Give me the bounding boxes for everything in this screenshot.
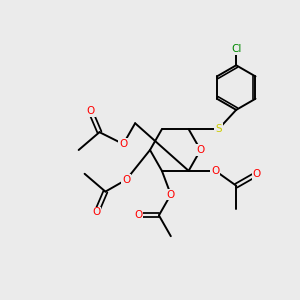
Text: O: O xyxy=(122,175,130,185)
Text: O: O xyxy=(211,166,220,176)
Text: O: O xyxy=(167,190,175,200)
Text: S: S xyxy=(215,124,222,134)
Text: O: O xyxy=(253,169,261,179)
Text: O: O xyxy=(86,106,95,116)
Text: Cl: Cl xyxy=(231,44,242,54)
Text: O: O xyxy=(92,207,101,218)
Text: O: O xyxy=(196,145,205,155)
Text: O: O xyxy=(119,139,128,149)
Text: O: O xyxy=(134,210,142,220)
